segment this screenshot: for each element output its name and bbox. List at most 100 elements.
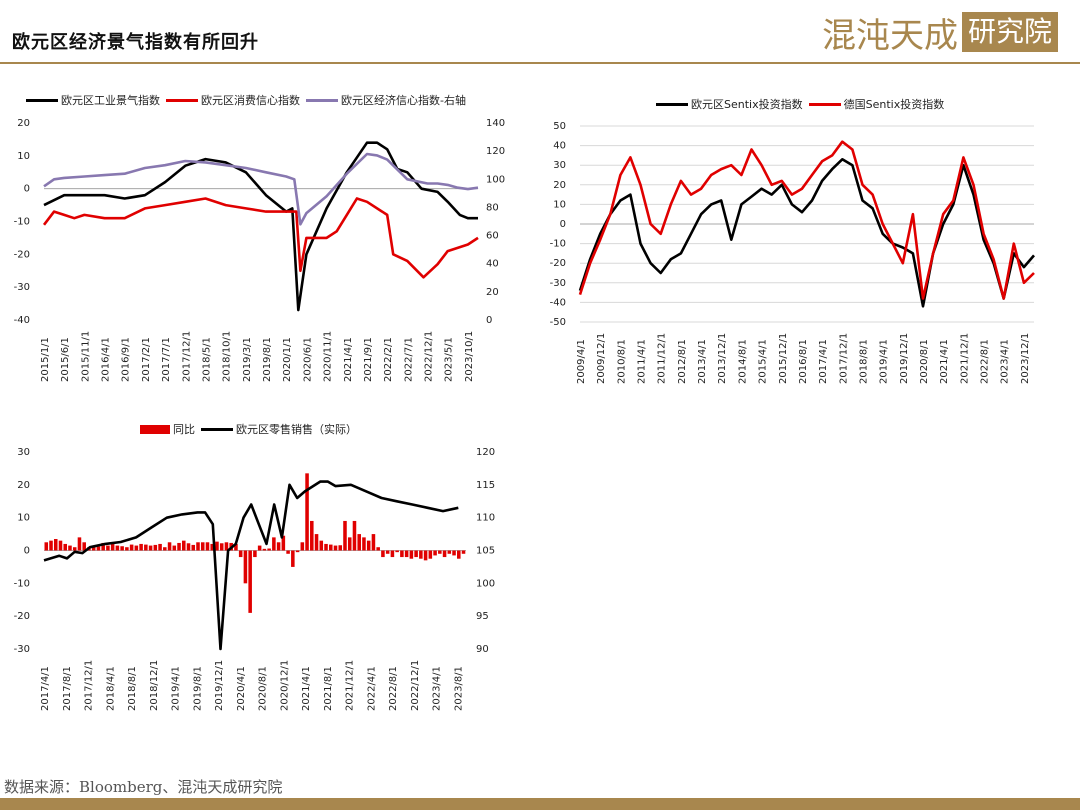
chart1-xtick: 2023/5/1 bbox=[444, 337, 455, 382]
chart3-xtick: 2021/12/1 bbox=[345, 660, 356, 711]
yoy-bar bbox=[286, 550, 290, 554]
yoy-bar bbox=[395, 550, 399, 553]
yoy-bar bbox=[248, 550, 252, 613]
chart1-y2tick: 0 bbox=[486, 315, 492, 326]
yoy-bar bbox=[158, 543, 162, 551]
chart1-y2tick: 80 bbox=[486, 202, 499, 213]
chart3-xtick: 2021/8/1 bbox=[323, 666, 334, 711]
chart1-ytick: -30 bbox=[14, 282, 30, 293]
chart3-y2tick: 100 bbox=[476, 578, 495, 589]
yoy-bar bbox=[400, 550, 404, 558]
yoy-bar bbox=[447, 550, 452, 554]
chart3-xtick: 2019/8/1 bbox=[192, 666, 203, 711]
chart1-ytick: 20 bbox=[17, 118, 30, 129]
chart2-xtick: 2019/12/1 bbox=[899, 333, 910, 384]
yoy-bar bbox=[409, 550, 414, 559]
yoy-bar bbox=[442, 550, 447, 558]
chart1-series-line-2 bbox=[43, 152, 479, 226]
yoy-bar bbox=[371, 534, 376, 551]
yoy-bar bbox=[49, 540, 53, 551]
yoy-bar bbox=[177, 542, 181, 551]
chart2-ytick: 30 bbox=[553, 160, 566, 171]
yoy-bar bbox=[257, 545, 262, 551]
yoy-bar bbox=[314, 534, 319, 551]
chart3-y2tick: 115 bbox=[476, 480, 495, 491]
chart3-y2tick: 95 bbox=[476, 611, 489, 622]
chart3-y2tick: 90 bbox=[476, 644, 489, 655]
yoy-bar bbox=[243, 550, 248, 584]
chart1-xtick: 2016/4/1 bbox=[101, 337, 112, 382]
chart2-xtick: 2017/4/1 bbox=[818, 339, 829, 384]
yoy-bar bbox=[120, 546, 124, 551]
page-title: 欧元区经济景气指数有所回升 bbox=[12, 32, 259, 53]
brand-logo: 混沌天成 研究院 bbox=[821, 10, 1058, 56]
yoy-bar bbox=[414, 550, 418, 558]
yoy-bar bbox=[262, 548, 267, 551]
yoy-bar bbox=[461, 550, 466, 554]
chart2-series-line-0 bbox=[578, 158, 1035, 308]
chart3-series-line-1 bbox=[43, 480, 459, 651]
legend-de-sentix: 德国Sentix投资指数 bbox=[843, 98, 945, 111]
chart2-ytick: -20 bbox=[550, 258, 566, 269]
yoy-bar bbox=[153, 544, 158, 551]
yoy-bar bbox=[210, 543, 214, 551]
chart1-xtick: 2017/12/1 bbox=[181, 331, 192, 382]
yoy-bar bbox=[101, 542, 105, 551]
chart2-xtick: 2021/12/1 bbox=[959, 333, 970, 384]
yoy-bar bbox=[267, 548, 271, 551]
yoy-bar bbox=[310, 520, 314, 551]
yoy-bar bbox=[338, 545, 343, 551]
chart1-xtick: 2020/11/1 bbox=[323, 331, 334, 382]
yoy-bar bbox=[272, 537, 276, 551]
chart1-y2tick: 120 bbox=[486, 146, 505, 157]
yoy-bar bbox=[200, 542, 205, 551]
chart1-y2tick: 100 bbox=[486, 174, 505, 185]
chart2-xtick: 2011/4/1 bbox=[637, 339, 648, 384]
chart1-xtick: 2019/8/1 bbox=[262, 337, 273, 382]
chart2-ytick: 40 bbox=[553, 141, 566, 152]
yoy-bar bbox=[106, 545, 110, 551]
chart3-ytick: -10 bbox=[14, 578, 30, 589]
chart2-ytick: 0 bbox=[560, 219, 566, 230]
yoy-bar bbox=[376, 547, 380, 551]
chart1-ytick: -40 bbox=[14, 315, 30, 326]
yoy-bar bbox=[457, 550, 461, 559]
yoy-bar bbox=[404, 550, 409, 558]
yoy-bar bbox=[58, 540, 63, 551]
chart3-xtick: 2018/12/1 bbox=[149, 660, 160, 711]
yoy-bar bbox=[291, 550, 295, 567]
chart1-xtick: 2022/2/1 bbox=[383, 337, 394, 382]
yoy-bar bbox=[423, 550, 428, 561]
chart3-ytick: -30 bbox=[14, 644, 30, 655]
brand-name: 混沌天成 bbox=[821, 15, 958, 56]
chart3-xtick: 2020/4/1 bbox=[236, 666, 247, 711]
chart1-xtick: 2018/10/1 bbox=[222, 331, 233, 382]
chart2-xtick: 2020/8/1 bbox=[919, 339, 930, 384]
chart2-ytick: -10 bbox=[550, 239, 566, 250]
chart3-ytick: -20 bbox=[14, 611, 30, 622]
chart1-legend: 欧元区工业景气指数 欧元区消费信心指数 欧元区经济信心指数-右轴 bbox=[26, 92, 472, 108]
chart2-legend: 欧元区Sentix投资指数 德国Sentix投资指数 bbox=[656, 96, 950, 112]
chart1-ytick: 0 bbox=[24, 184, 30, 195]
chart2-ytick: 20 bbox=[553, 180, 566, 191]
yoy-bar bbox=[347, 537, 352, 551]
yoy-bar bbox=[224, 542, 229, 551]
chart3-xtick: 2022/8/1 bbox=[388, 666, 399, 711]
chart1-xtick: 2022/12/1 bbox=[424, 331, 435, 382]
yoy-bar bbox=[172, 545, 177, 551]
chart3-xtick: 2017/4/1 bbox=[40, 666, 51, 711]
chart1-ytick: -10 bbox=[14, 217, 30, 228]
chart1-xtick: 2016/9/1 bbox=[121, 337, 132, 382]
chart1-xtick: 2015/1/1 bbox=[40, 337, 51, 382]
chart1-y2tick: 140 bbox=[486, 118, 505, 129]
chart1-xtick: 2017/7/1 bbox=[161, 337, 172, 382]
yoy-bar bbox=[238, 550, 243, 558]
chart1-series-line-1 bbox=[42, 197, 479, 279]
chart3-y2tick: 110 bbox=[476, 513, 495, 524]
yoy-bar bbox=[352, 520, 357, 551]
yoy-bar bbox=[91, 545, 96, 551]
chart3-legend: 同比 欧元区零售销售（实际） bbox=[140, 421, 363, 437]
yoy-bar bbox=[77, 537, 82, 551]
yoy-bar bbox=[419, 550, 423, 559]
